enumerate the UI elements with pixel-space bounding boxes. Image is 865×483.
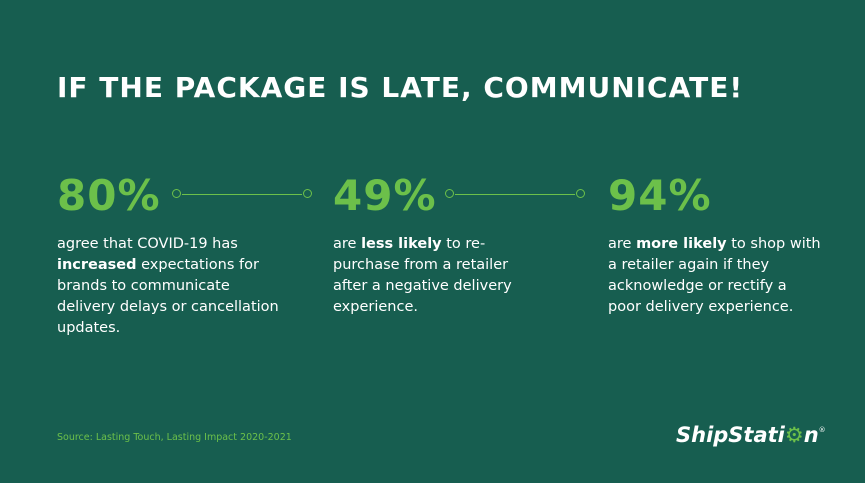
- shipstation-logo: ShipStati⚙n®: [676, 423, 826, 447]
- desc-text: to shop with a retailer again if they ac…: [608, 236, 821, 315]
- stat-description-2: are less likely to re-purchase from a re…: [333, 234, 533, 318]
- connector-dot-icon: [445, 189, 454, 198]
- desc-text: agree that COVID-19 has: [57, 236, 238, 252]
- page-headline: IF THE PACKAGE IS LATE, COMMUNICATE!: [57, 71, 744, 104]
- desc-text: are: [608, 236, 637, 252]
- desc-emphasis: less likely: [361, 236, 442, 252]
- stat-description-3: are more likely to shop with a retailer …: [608, 234, 823, 318]
- desc-text: are: [333, 236, 362, 252]
- stat-value-49: 49%: [333, 171, 437, 220]
- desc-emphasis: more likely: [636, 236, 727, 252]
- connector-divider: [455, 193, 575, 195]
- stat-description-1: agree that COVID-19 has increased expect…: [57, 234, 287, 339]
- gear-icon: ⚙: [784, 423, 804, 447]
- connector-dot-icon: [172, 189, 181, 198]
- logo-text: ShipStati: [676, 423, 785, 447]
- connector-dot-icon: [303, 189, 312, 198]
- logo-text: n: [803, 423, 819, 447]
- stat-value-80: 80%: [57, 171, 161, 220]
- connector-line-2: [445, 189, 585, 199]
- stat-value-94: 94%: [608, 171, 712, 220]
- connector-line-1: [172, 189, 312, 199]
- desc-text: expectations for brands to communicate d…: [57, 257, 279, 336]
- connector-divider: [182, 193, 302, 195]
- source-citation: Source: Lasting Touch, Lasting Impact 20…: [57, 432, 292, 443]
- connector-dot-icon: [576, 189, 585, 198]
- desc-text: to re-purchase from a retailer after a n…: [333, 236, 512, 315]
- desc-emphasis: increased: [57, 257, 137, 273]
- registered-mark: ®: [818, 426, 826, 434]
